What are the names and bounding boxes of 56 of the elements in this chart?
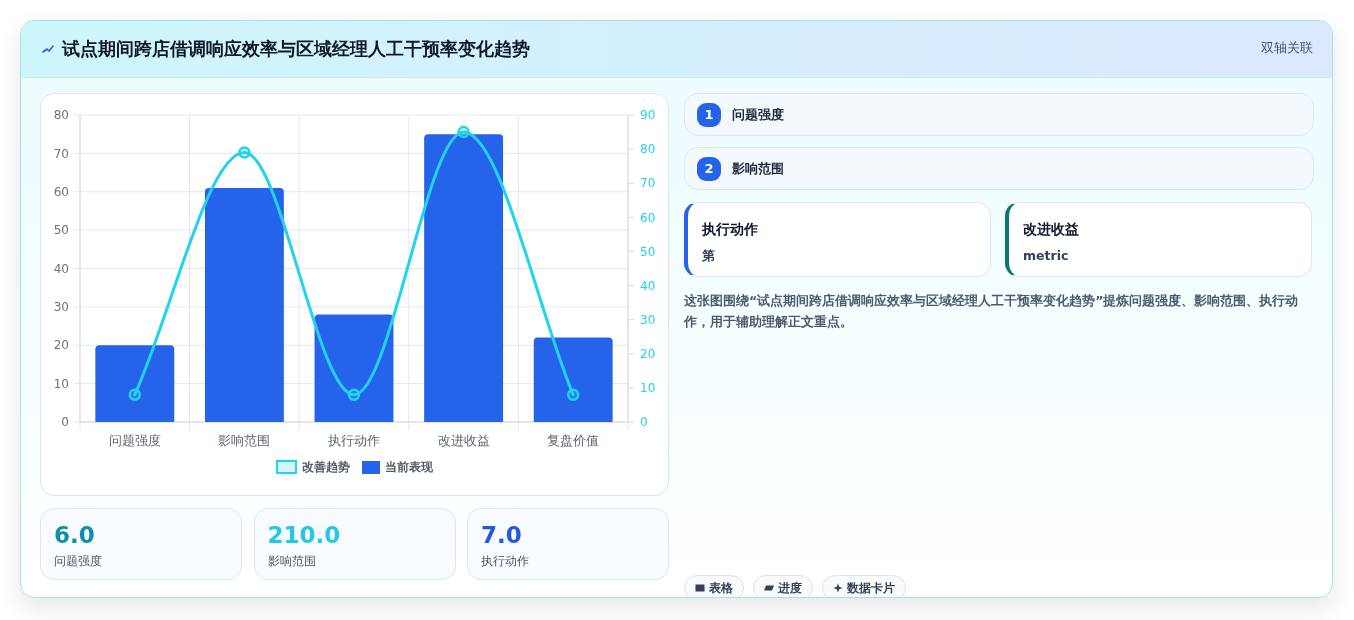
text: 7.0	[481, 521, 522, 549]
y-tick-label: 10	[53, 376, 69, 391]
x-tick-label: 执行动作	[328, 432, 380, 448]
text: 210.0	[267, 521, 341, 549]
text: 2	[697, 157, 721, 181]
text: 双轴关联	[1261, 39, 1313, 57]
text: 表格	[709, 580, 733, 596]
y-tick-label: 20	[53, 338, 69, 353]
y2-tick-label: 70	[640, 176, 656, 191]
text: 1	[697, 103, 721, 127]
point	[128, 388, 142, 401]
x-tick-label: 影响范围	[218, 432, 271, 448]
text: 6.0	[54, 521, 95, 549]
y2-tick-label: 30	[640, 312, 656, 327]
x-tick-label: 问题强度	[108, 432, 161, 448]
text: 执行动作	[481, 553, 529, 569]
y2-tick-label: 20	[640, 346, 656, 361]
chart-title: 试点期间跨店借调响应效率与区域经理人工干预率变化趋势	[62, 37, 530, 61]
bar	[314, 314, 394, 422]
text: 这张图围绕“试点期间跨店借调响应效率与区域经理人工干预率变化趋势”提炼问题强度、影响范围、执行动作，用于辅助理解正文重点。	[684, 292, 1300, 331]
y2-tick-label: 60	[640, 210, 656, 225]
y2-tick-label: 40	[640, 278, 656, 293]
legend-label: 当前表现	[385, 459, 433, 475]
y-tick-label: 0	[61, 415, 69, 430]
x-tick-label: 改进收益	[437, 432, 490, 448]
y2-tick-label: 80	[640, 142, 656, 157]
point	[457, 125, 470, 139]
bar	[533, 337, 613, 422]
y-tick-label: 40	[53, 261, 69, 276]
point	[566, 388, 580, 401]
y-tick-label: 50	[53, 223, 69, 238]
text: 执行动作	[702, 220, 758, 239]
y2-tick-label: 0	[640, 415, 648, 430]
x-tick-label: 复盘价值	[547, 432, 600, 448]
text: 第	[702, 247, 715, 265]
y-tick-label: 80	[53, 108, 69, 123]
legend-label: 改善趋势	[302, 459, 350, 475]
y2-tick-label: 50	[640, 244, 656, 259]
text: metric	[1023, 247, 1069, 265]
text: 影响范围	[267, 553, 316, 569]
y-tick-label: 30	[53, 300, 69, 315]
y-tick-label: 60	[53, 184, 69, 199]
y2-tick-label: 10	[640, 381, 656, 396]
bar	[95, 345, 175, 422]
point	[238, 146, 251, 159]
point	[347, 388, 361, 401]
y2-tick-label: 90	[640, 108, 656, 123]
text: 进度	[778, 580, 802, 596]
text: 问题强度	[54, 553, 102, 569]
bar	[204, 187, 284, 422]
text: 数据卡片	[847, 580, 895, 596]
text: 问题强度	[732, 106, 784, 124]
text: 影响范围	[732, 160, 784, 178]
bar	[424, 134, 504, 422]
y-tick-label: 70	[53, 146, 69, 161]
text: 改进收益	[1023, 220, 1079, 239]
